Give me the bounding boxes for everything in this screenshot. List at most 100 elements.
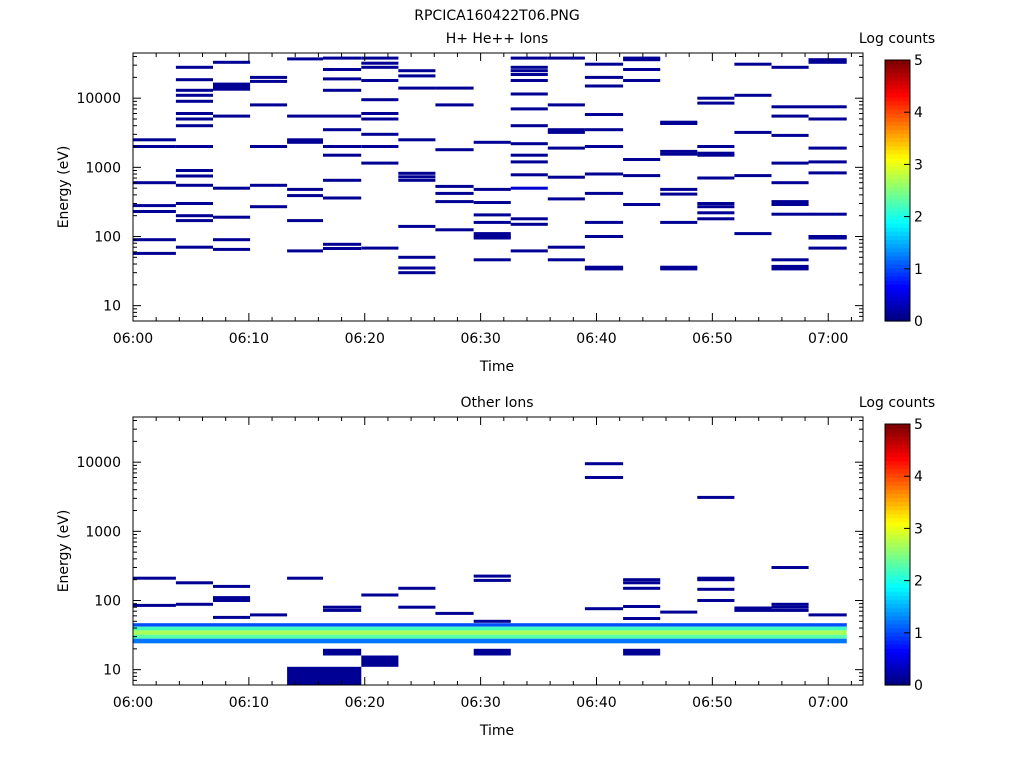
heatmap-cell	[808, 613, 847, 617]
colorbar-swatch	[885, 308, 910, 314]
colorbar-swatch	[885, 501, 910, 507]
heatmap-cell	[623, 586, 661, 590]
heatmap-cell	[473, 187, 511, 191]
colorbar-swatch	[885, 436, 910, 441]
panel-2-title: Other Ions	[460, 395, 533, 411]
heatmap-cell	[697, 217, 735, 221]
heatmap-cell	[584, 235, 624, 238]
heatmap-cell	[660, 187, 698, 191]
panel-1-plot-frame	[132, 52, 864, 322]
heatmap-cell	[623, 605, 661, 608]
colorbar-tick-label: 3	[914, 521, 923, 537]
heatmap-cell	[547, 103, 585, 107]
heatmap-cell	[175, 65, 213, 69]
heatmap-cell	[213, 247, 251, 251]
colorbar-swatch	[885, 141, 910, 147]
colorbar-tick-label: 4	[914, 105, 923, 121]
heatmap-cell	[510, 222, 548, 226]
x-tick-label: 06:30	[460, 695, 500, 711]
colorbar-swatch	[885, 125, 910, 130]
y-tick-label: 10000	[76, 91, 121, 107]
heatmap-cell	[398, 178, 436, 182]
x-tick-label: 06:20	[345, 331, 385, 347]
heatmap-cell	[361, 132, 399, 136]
heatmap-cell	[771, 200, 809, 204]
panel-2-ylabel: Energy (eV)	[56, 510, 72, 593]
colorbar-swatch	[885, 595, 910, 600]
heatmap-cell	[133, 138, 176, 142]
colorbar-swatch	[885, 113, 910, 118]
heatmap-cell	[734, 174, 772, 178]
heatmap-cell	[473, 236, 511, 240]
colorbar-swatch	[885, 428, 910, 433]
heatmap-cell	[250, 613, 288, 617]
colorbar-swatch	[885, 644, 910, 649]
heatmap-block	[133, 634, 847, 639]
colorbar-frame	[884, 423, 911, 686]
heatmap-cell	[361, 61, 399, 65]
colorbar-swatch	[885, 615, 910, 621]
colorbar-swatch	[885, 214, 910, 220]
heatmap-cell	[323, 247, 362, 250]
heatmap-cell	[510, 73, 548, 76]
heatmap-cell	[133, 251, 176, 255]
heatmap-cell	[623, 578, 661, 582]
colorbar-swatch	[885, 525, 910, 531]
heatmap-cell	[584, 145, 624, 148]
heatmap-cell	[547, 245, 585, 249]
colorbar-swatch	[885, 198, 910, 204]
heatmap-cell	[734, 606, 772, 610]
heatmap-cell	[287, 219, 323, 223]
colorbar-swatch	[885, 153, 910, 159]
colorbar-tick-label: 1	[914, 626, 923, 642]
colorbar-swatch	[885, 481, 910, 486]
heatmap-cell	[361, 65, 399, 69]
heatmap-cell	[771, 605, 809, 609]
heatmap-cell	[175, 219, 213, 223]
heatmap-cell	[473, 258, 511, 262]
colorbar-swatch	[885, 680, 910, 686]
heatmap-cell	[361, 161, 399, 165]
heatmap-cell	[175, 99, 213, 103]
colorbar-swatch	[885, 636, 910, 641]
heatmap-cell	[771, 65, 809, 69]
heatmap-cell	[323, 68, 362, 71]
panel-2-plot-frame	[132, 416, 864, 686]
heatmap-cell	[473, 232, 511, 236]
heatmap-cell	[510, 142, 548, 146]
colorbar-swatch	[885, 235, 910, 241]
heatmap-cell	[510, 217, 548, 221]
colorbar-swatch	[885, 300, 910, 306]
colorbar-swatch	[885, 210, 910, 216]
heatmap-cell	[623, 203, 661, 206]
colorbar-swatch	[885, 272, 910, 277]
colorbar-swatch	[885, 464, 910, 470]
colorbar-swatch	[885, 121, 910, 126]
colorbar-swatch	[885, 88, 910, 94]
heatmap-cell	[323, 178, 362, 182]
heatmap-cell	[175, 88, 213, 92]
heatmap-cell	[323, 56, 362, 60]
heatmap-cell	[287, 138, 323, 142]
colorbar-swatch	[885, 296, 910, 302]
heatmap-cell	[398, 586, 436, 590]
heatmap-cell	[623, 617, 661, 620]
heatmap-cell	[473, 201, 511, 204]
heatmap-cell	[734, 232, 772, 236]
heatmap-cell	[697, 211, 735, 215]
colorbar-swatch	[885, 558, 910, 564]
colorbar-tick-label: 4	[914, 469, 923, 485]
heatmap-cell	[771, 566, 809, 569]
heatmap-cell	[398, 266, 436, 270]
x-tick-label: 06:00	[113, 695, 153, 711]
colorbar-swatch	[885, 562, 910, 568]
panel-1-ylabel: Energy (eV)	[56, 146, 72, 229]
heatmap-cell	[808, 60, 847, 64]
colorbar-swatch	[885, 448, 910, 454]
heatmap-cell	[734, 62, 772, 66]
heatmap-cell	[623, 56, 661, 60]
heatmap-cell	[323, 88, 362, 92]
heatmap-cell	[250, 79, 288, 83]
colorbar-swatch	[885, 607, 910, 613]
y-tick-label: 10000	[76, 455, 121, 471]
